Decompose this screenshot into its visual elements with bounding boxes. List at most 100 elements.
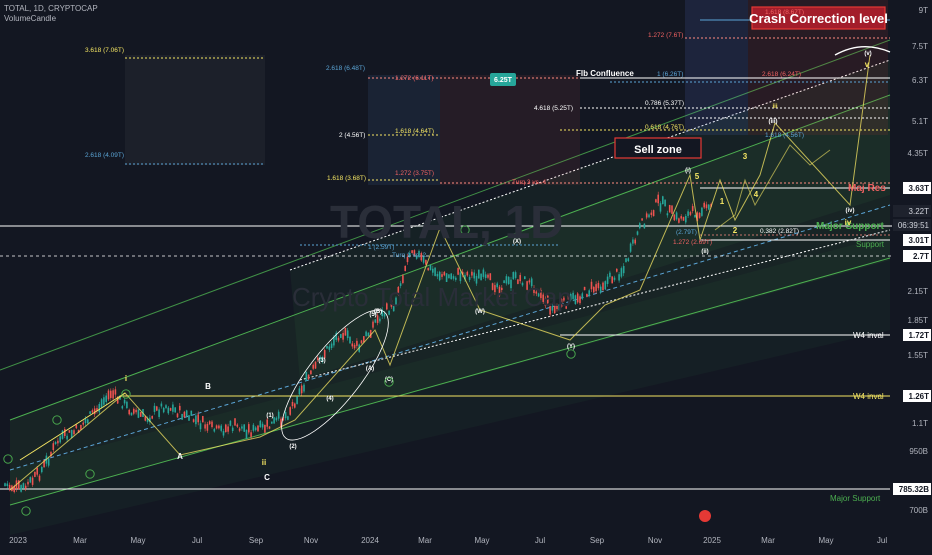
y-tick-5.1T: 5.1T <box>912 117 928 126</box>
y-tick-7.5T: 7.5T <box>912 42 928 51</box>
candle-body <box>521 282 524 286</box>
annotation: 1 (2.59T) <box>368 244 394 251</box>
candle-body <box>374 319 377 323</box>
indicator-label[interactable]: VolumeCandle <box>4 14 57 23</box>
candle-body <box>47 458 50 466</box>
wave-label-1: 1 <box>720 197 725 206</box>
x-tick-Jul: Jul <box>535 536 545 545</box>
candle-body <box>526 281 528 290</box>
candle-body <box>565 305 567 309</box>
candle-body <box>482 269 485 277</box>
wave-circle <box>121 389 131 399</box>
wave-label-(4): (4) <box>326 396 333 402</box>
outer-trend-line <box>0 39 891 371</box>
annotation: 0.382 (2.82T) <box>760 228 799 235</box>
candle-body <box>429 265 432 271</box>
candle-body <box>448 274 450 279</box>
wave-circle <box>52 415 62 425</box>
candle-body <box>68 430 71 433</box>
candle-body <box>360 340 363 344</box>
annotation: Major Support <box>816 221 884 232</box>
candle-body <box>645 213 648 218</box>
candle-body <box>319 356 321 360</box>
annotation: 2.618 (4.09T) <box>85 152 124 159</box>
y-tick-950B: 950B <box>909 447 928 456</box>
candle-body <box>537 293 540 297</box>
candle-body <box>128 409 130 415</box>
candle-body <box>248 424 250 433</box>
candle-body <box>397 286 400 295</box>
candle-body <box>604 281 607 290</box>
candle-body <box>213 428 216 432</box>
candle-body <box>156 406 158 411</box>
candle-body <box>6 483 9 487</box>
candle-body <box>314 361 317 369</box>
candle-body <box>312 364 314 369</box>
wave-label-A: A <box>177 452 183 461</box>
candle-body <box>349 336 351 344</box>
candle-body <box>337 337 340 341</box>
candle-body <box>507 276 510 285</box>
candle-body <box>41 467 43 473</box>
candle-body <box>31 477 34 485</box>
candle-body <box>404 265 406 272</box>
candle-body <box>328 346 331 350</box>
x-tick-2024: 2024 <box>361 536 379 545</box>
candle-body <box>326 346 328 349</box>
candle-body <box>321 357 324 362</box>
candle-body <box>689 212 692 215</box>
candle-body <box>395 297 397 306</box>
candle-body <box>549 306 551 315</box>
candle-body <box>687 211 689 216</box>
candle-body <box>620 268 623 277</box>
candle-body <box>167 407 170 414</box>
candle-body <box>300 385 303 394</box>
candle-body <box>632 239 634 244</box>
candle-body <box>512 272 515 280</box>
x-tick-May: May <box>818 536 833 545</box>
candle-body <box>657 194 659 204</box>
candle-body <box>294 403 296 408</box>
candle-body <box>372 321 374 328</box>
candle-body <box>576 293 579 303</box>
candle-body <box>436 274 439 277</box>
candle-body <box>696 212 699 221</box>
wave-label-(i): (i) <box>685 168 691 174</box>
candle-body <box>52 443 55 451</box>
candle-body <box>116 396 119 404</box>
candle-body <box>671 205 673 214</box>
candle-body <box>703 202 705 208</box>
candle-body <box>158 409 160 417</box>
annotation: (2.79T) <box>676 229 697 236</box>
wave-label-(iii): (iii) <box>769 119 778 125</box>
candle-body <box>675 212 678 220</box>
candle-body <box>643 223 646 229</box>
candle-body <box>443 271 446 276</box>
candle-body <box>533 287 535 294</box>
annotation: 2.618 (6.48T) <box>326 65 365 72</box>
candle-body <box>153 405 156 412</box>
wave-label-3: 3 <box>743 152 748 161</box>
wave-label-iv: iv <box>845 218 852 227</box>
candle-body <box>296 396 298 404</box>
candle-body <box>188 415 190 421</box>
x-tick-Jul: Jul <box>877 536 887 545</box>
wave-circle <box>566 349 576 359</box>
wave-label-(3): (3) <box>318 358 325 364</box>
fib-box-2 <box>368 75 440 185</box>
candle-body <box>530 278 533 287</box>
candle-body <box>220 425 222 431</box>
wave-label-(Y): (Y) <box>567 344 575 350</box>
candle-body <box>323 350 326 359</box>
candle-body <box>487 274 489 278</box>
candle-body <box>478 269 480 279</box>
annotation-box <box>751 6 886 30</box>
candle-body <box>18 480 20 490</box>
candle-body <box>75 424 78 429</box>
symbol-label[interactable]: TOTAL, 1D, CRYPTOCAP <box>4 4 98 13</box>
candle-body <box>57 440 59 444</box>
candle-body <box>93 408 96 415</box>
candle-body <box>650 212 653 215</box>
